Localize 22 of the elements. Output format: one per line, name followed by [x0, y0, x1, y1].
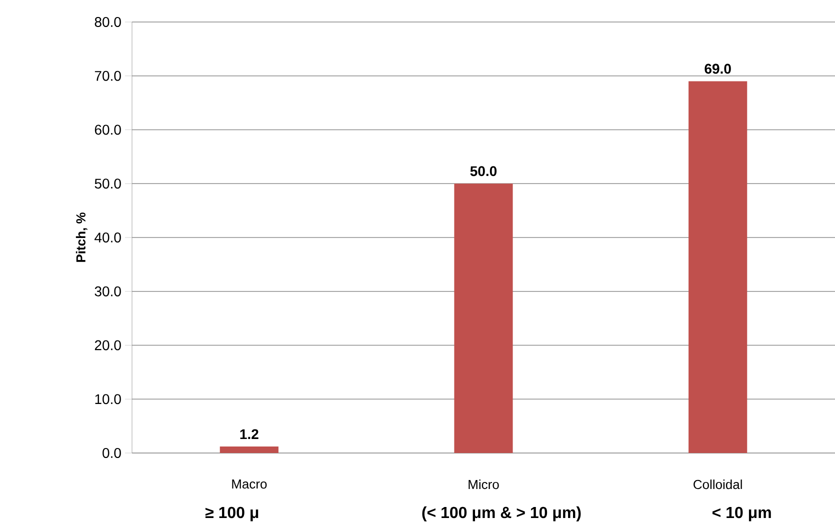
x-tick-label: Colloidal: [694, 480, 742, 490]
text: < 10 μm: [712, 506, 771, 522]
bar: [688, 81, 748, 453]
y-tick-label: 0.0: [102, 448, 121, 458]
data-label: 1.2: [240, 429, 258, 439]
bar: [220, 446, 278, 453]
y-tick-label: 20.0: [94, 340, 121, 350]
y-tick-label: 80.0: [94, 17, 121, 27]
y-tick-label: 70.0: [94, 70, 121, 81]
y-tick-label: 40.0: [94, 232, 121, 242]
y-tick-label: 60.0: [94, 124, 121, 135]
y-axis-title: Pitch, %: [76, 212, 88, 262]
text: ≥ 100 μ: [205, 506, 258, 522]
y-tick-label: 50.0: [94, 178, 121, 189]
bar: [454, 184, 513, 453]
data-label: 69.0: [704, 64, 731, 74]
text: (< 100 μm & > 10 μm): [422, 506, 581, 522]
x-tick-label: Micro: [468, 480, 499, 490]
x-tick-label: Macro: [232, 480, 267, 489]
y-tick-label: 30.0: [94, 286, 121, 296]
data-label: 50.0: [470, 166, 497, 176]
y-tick-label: 10.0: [95, 394, 121, 404]
